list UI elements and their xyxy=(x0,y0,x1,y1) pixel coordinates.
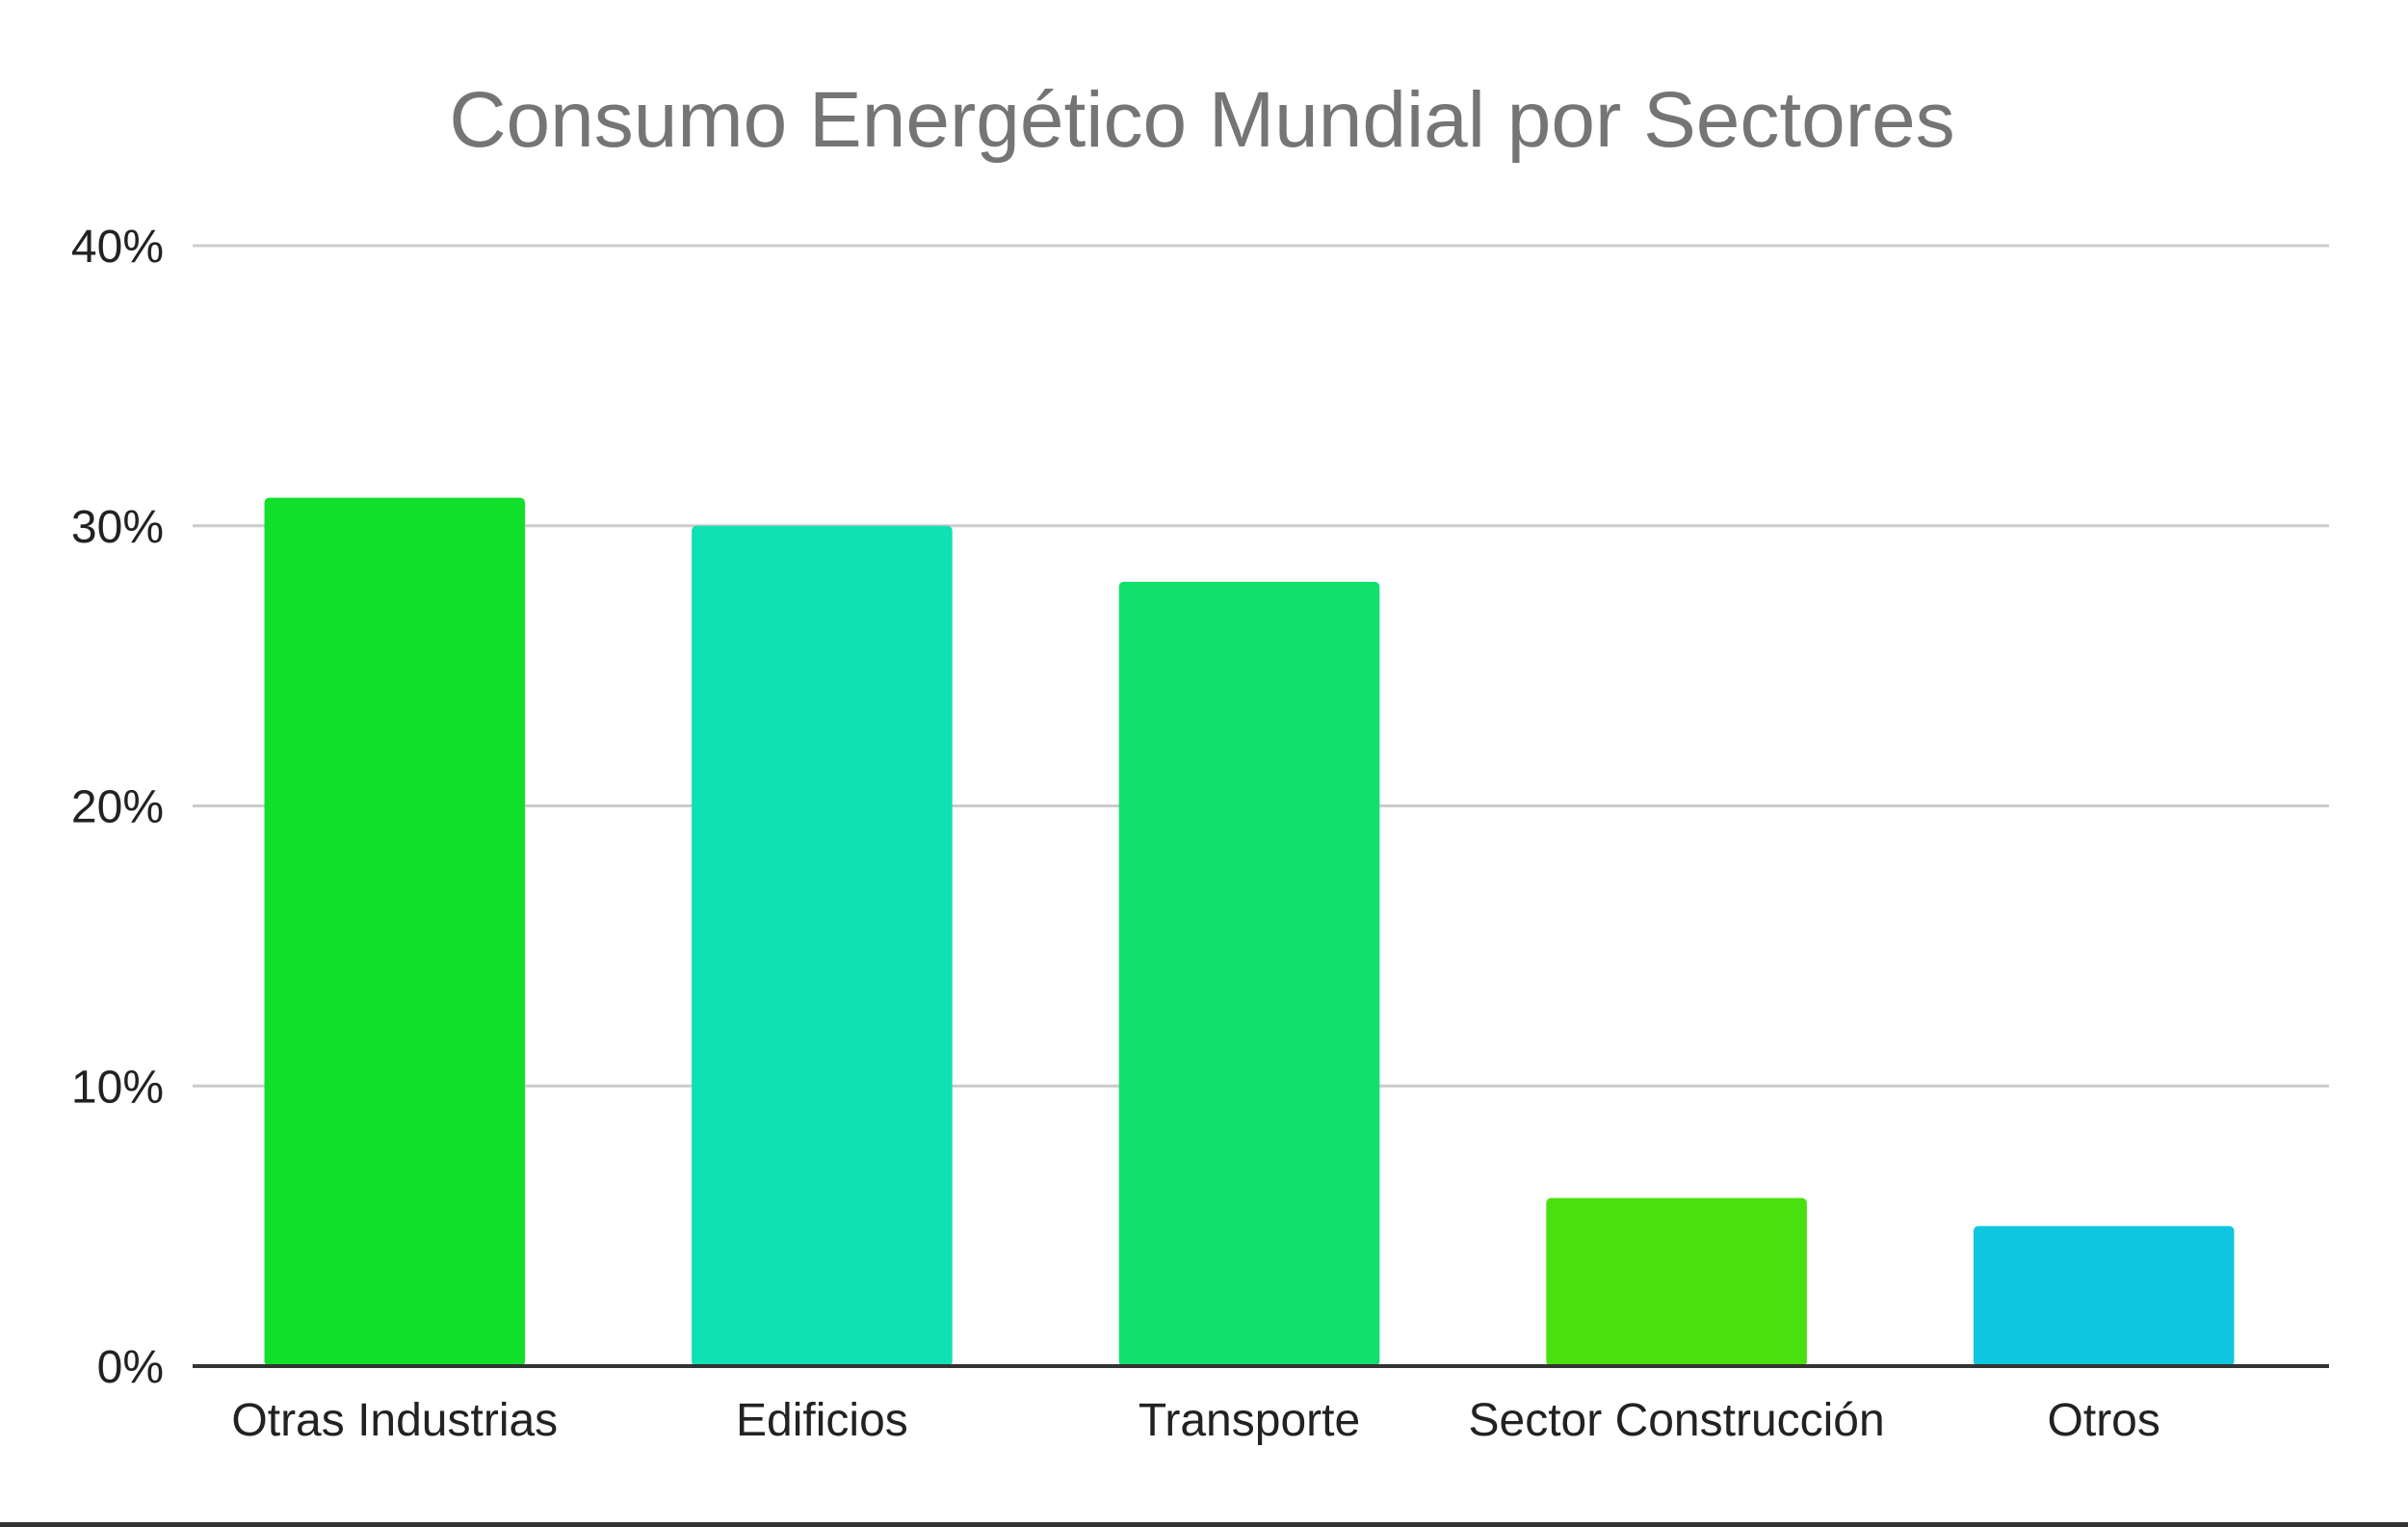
x-tick-label: Otros xyxy=(2048,1395,2160,1446)
bar-transporte xyxy=(1118,581,1380,1366)
bar-sector-construccion xyxy=(1546,1198,1807,1366)
x-tick-label: Otras Industrias xyxy=(231,1395,558,1446)
x-axis-labels: Otras Industrias Edificios Transporte Secto… xyxy=(231,1395,2159,1446)
bar-otros xyxy=(1973,1225,2235,1366)
chart-title: Consumo Energético Mundial por Sectores xyxy=(449,76,1954,164)
y-tick-label: 20% xyxy=(71,782,164,833)
y-axis-ticks: 0% 10% 20% 30% 40% xyxy=(71,222,164,1393)
x-tick-label: Sector Construcción xyxy=(1469,1395,1885,1446)
x-tick-label: Edificios xyxy=(736,1395,908,1446)
y-tick-label: 40% xyxy=(71,222,164,273)
x-tick-label: Transporte xyxy=(1139,1395,1360,1446)
bar-otras-industrias xyxy=(264,497,526,1366)
y-tick-label: 30% xyxy=(71,502,164,553)
bar-edificios xyxy=(692,525,953,1366)
y-tick-label: 0% xyxy=(97,1342,164,1393)
bars xyxy=(264,497,2235,1366)
bottom-border xyxy=(0,1522,2408,1527)
y-tick-label: 10% xyxy=(71,1062,164,1113)
